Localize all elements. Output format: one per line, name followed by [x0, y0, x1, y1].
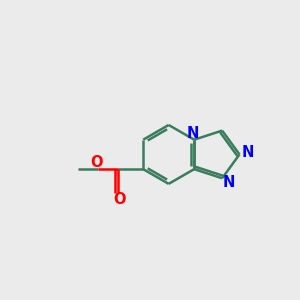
Text: O: O — [91, 155, 103, 170]
Text: O: O — [113, 192, 126, 207]
Text: N: N — [223, 175, 235, 190]
Text: N: N — [187, 126, 199, 141]
Text: N: N — [242, 146, 254, 160]
